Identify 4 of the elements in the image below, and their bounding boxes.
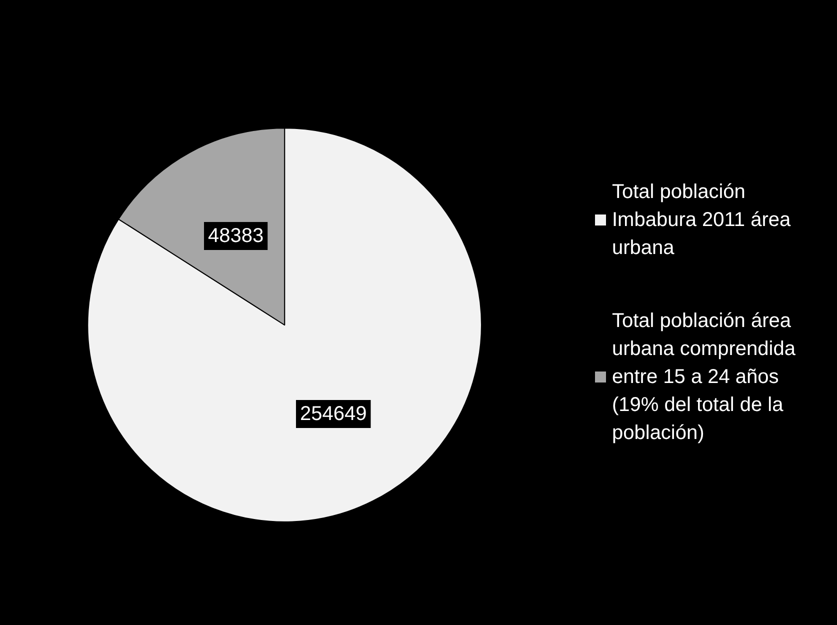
legend-label: Total población Imbabura 2011 área urbana: [612, 181, 796, 259]
legend-label: Total población área urbana comprendida entre 15 a 24 años (19% del total de la población): [612, 310, 802, 444]
data-label: 254649: [300, 402, 367, 425]
data-label: 48383: [208, 225, 264, 248]
